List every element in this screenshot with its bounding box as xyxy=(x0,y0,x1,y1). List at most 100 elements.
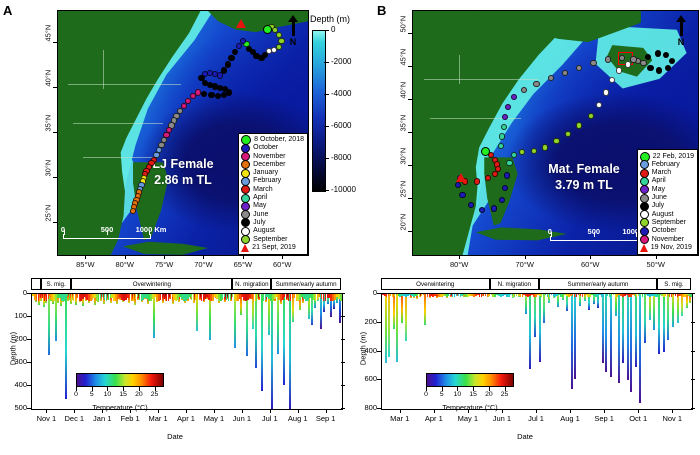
dive-trace-shallow xyxy=(295,294,298,301)
dive-trace-shallow xyxy=(537,294,539,296)
map-b-legend[interactable]: 22 Feb, 2019 February March April May June Jul… xyxy=(636,149,698,255)
dive-trace-shallow xyxy=(484,294,487,296)
dive-trace-shallow xyxy=(99,294,102,300)
dive-trace xyxy=(657,294,660,355)
dive-trace xyxy=(617,294,620,384)
lon-tick-label: 85°W xyxy=(76,260,95,269)
dive-trace-shallow xyxy=(291,294,294,299)
dive-trace xyxy=(137,294,140,301)
dive-trace xyxy=(233,294,236,349)
dive-trace-shallow xyxy=(682,294,684,297)
ts-b-plot[interactable] xyxy=(381,293,693,410)
ts-a-plot[interactable] xyxy=(31,293,343,410)
scalebar-tick xyxy=(149,230,150,235)
track-point xyxy=(596,101,603,108)
state-borders-3 xyxy=(103,50,104,90)
dive-trace-shallow xyxy=(604,294,607,296)
dive-trace-shallow xyxy=(571,294,574,296)
axis-tick-right xyxy=(691,350,695,352)
dive-trace xyxy=(462,294,465,297)
dive-trace xyxy=(543,294,546,323)
north-arrow-a: N xyxy=(288,15,298,47)
track-point xyxy=(640,60,647,67)
dive-trace-shallow xyxy=(320,294,323,300)
temp-key-tick xyxy=(473,387,475,391)
axis-tick xyxy=(85,255,87,259)
map-b-canvas[interactable]: N Mat. Female 3.79 m TL 0 500 1000 Km xyxy=(412,10,699,256)
dive-trace xyxy=(388,294,391,358)
dive-trace-shallow xyxy=(202,294,205,302)
lon-tick-label: 70°W xyxy=(194,260,213,269)
dive-trace xyxy=(688,294,691,303)
temp-key-label: 20 xyxy=(485,391,493,398)
dive-trace-shallow xyxy=(76,294,79,299)
dive-trace-shallow xyxy=(548,294,551,297)
legend-label: 19 Nov, 2019 xyxy=(650,243,692,251)
dive-trace xyxy=(409,294,412,299)
lon-tick-label: 60°W xyxy=(580,260,600,269)
dive-trace-shallow xyxy=(649,294,651,297)
axis-tick xyxy=(638,409,640,413)
dive-trace-shallow xyxy=(219,294,222,302)
legend-label: August xyxy=(651,210,674,218)
map-a-legend[interactable]: 8 October, 2018 October November December Ja… xyxy=(238,132,308,255)
dive-trace xyxy=(385,294,388,363)
dive-trace xyxy=(436,294,439,299)
dive-trace-shallow xyxy=(101,294,104,297)
dive-trace-shallow xyxy=(53,294,55,302)
dive-trace-shallow xyxy=(447,294,450,297)
dive-trace-shallow xyxy=(109,294,112,298)
dive-trace-shallow xyxy=(63,294,65,302)
axis-tick xyxy=(408,132,412,133)
phase-segment: S. mig. xyxy=(40,278,72,290)
dive-trace-shallow xyxy=(542,294,545,297)
state-borders xyxy=(68,84,181,86)
x-tick-label: Mar 1 xyxy=(390,414,410,423)
dive-trace xyxy=(597,294,600,308)
track-point xyxy=(214,93,221,100)
dive-trace-shallow xyxy=(45,294,48,302)
axis-tick xyxy=(459,255,461,259)
dive-trace-shallow xyxy=(496,294,498,296)
dive-trace-shallow xyxy=(657,294,659,297)
legend-item: September xyxy=(241,235,304,245)
dive-trace xyxy=(332,294,335,309)
dive-trace xyxy=(605,294,608,372)
dive-trace-shallow xyxy=(311,294,313,298)
axis-tick xyxy=(408,66,412,68)
dive-trace-shallow xyxy=(519,294,522,297)
dive-trace xyxy=(276,294,279,354)
dive-trace xyxy=(183,294,186,304)
temp-key-ticks: 0 5 10 15 20 25 xyxy=(74,387,164,403)
dive-trace-shallow xyxy=(414,294,417,296)
dive-trace-shallow xyxy=(132,294,135,302)
dive-trace-shallow xyxy=(643,294,646,297)
dive-trace xyxy=(134,294,137,305)
dive-trace-shallow xyxy=(506,294,508,297)
temp-key-tick xyxy=(488,387,490,391)
x-tick-label: May 1 xyxy=(457,414,479,423)
dive-trace-shallow xyxy=(494,294,496,297)
dive-trace-shallow xyxy=(283,294,286,297)
dive-trace-shallow xyxy=(544,294,547,296)
dive-trace-shallow xyxy=(552,294,555,297)
dive-trace-shallow xyxy=(614,294,617,297)
dive-trace-shallow xyxy=(35,294,38,302)
axis-tick-right xyxy=(691,408,695,409)
map-a-canvas[interactable]: N LJ Female 2.86 m TL 0 500 1000 Km xyxy=(57,10,309,256)
dive-trace-shallow xyxy=(334,294,336,300)
map-b-track xyxy=(413,11,698,255)
dive-trace-shallow xyxy=(509,294,512,296)
y-tick-label: 400 xyxy=(364,345,377,355)
axis-tick xyxy=(408,164,412,166)
state-borders-4 xyxy=(83,157,158,159)
dive-trace xyxy=(639,294,642,404)
map-panel-a: N LJ Female 2.86 m TL 0 500 1000 Km xyxy=(0,0,350,270)
dive-trace-shallow xyxy=(241,294,243,298)
dive-trace-shallow xyxy=(95,294,98,301)
dive-trace-shallow xyxy=(173,294,176,301)
dive-trace-shallow xyxy=(608,294,611,297)
temp-key-ticks: 0 5 10 15 20 25 xyxy=(424,387,514,403)
dive-trace xyxy=(214,294,217,299)
track-point xyxy=(500,123,507,130)
